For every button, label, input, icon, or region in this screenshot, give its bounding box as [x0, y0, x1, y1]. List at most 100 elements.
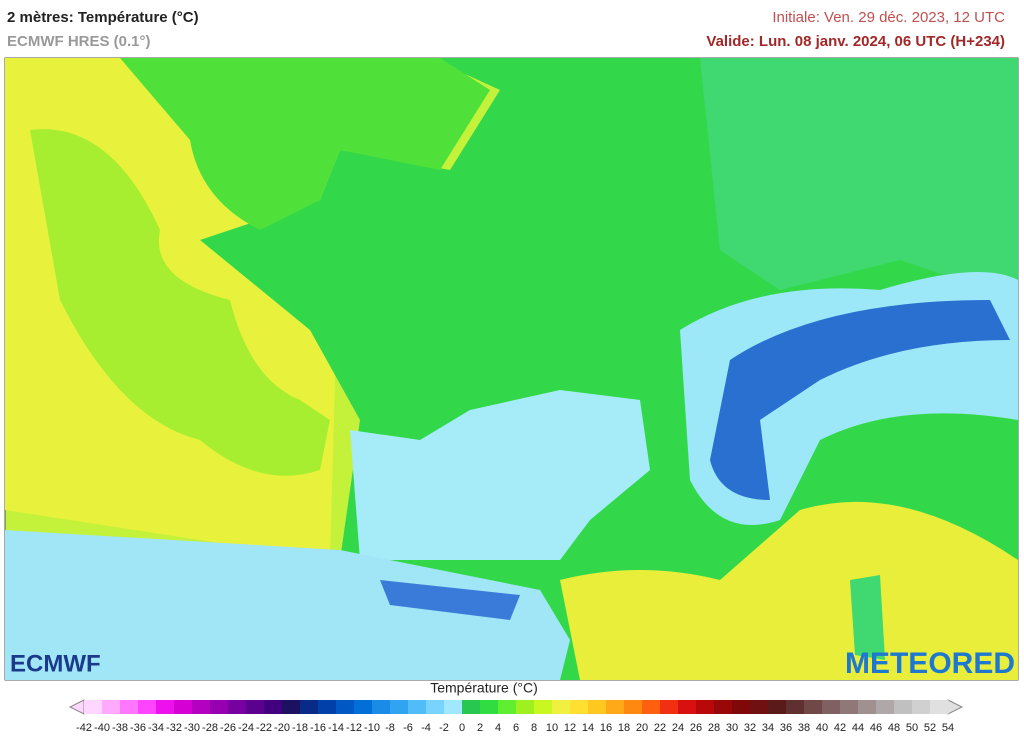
colorbar-swatch	[714, 700, 733, 714]
colorbar-tick-label: -26	[220, 722, 236, 734]
colorbar-swatch	[462, 700, 481, 714]
colorbar-swatch	[156, 700, 175, 714]
colorbar-tick-label: -36	[130, 722, 146, 734]
colorbar-tick-label: -4	[421, 722, 431, 734]
colorbar-swatch	[246, 700, 265, 714]
colorbar-swatch	[138, 700, 157, 714]
colorbar-swatch	[480, 700, 499, 714]
colorbar-swatch	[786, 700, 805, 714]
initial-time: Initiale: Ven. 29 déc. 2023, 12 UTC	[772, 9, 1005, 26]
colorbar-swatch	[120, 700, 139, 714]
colorbar-swatch	[570, 700, 589, 714]
colorbar-swatch	[696, 700, 715, 714]
colorbar-low-end	[68, 699, 85, 715]
colorbar-tick-label: 12	[564, 722, 576, 734]
colorbar-tick-label: -8	[385, 722, 395, 734]
pyrenees	[380, 580, 520, 620]
colorbar-tick-label: -28	[202, 722, 218, 734]
colorbar-swatch	[588, 700, 607, 714]
colorbar-tick-label: -32	[166, 722, 182, 734]
colorbar-tick-label: -34	[148, 722, 164, 734]
colorbar-tick-label: 2	[477, 722, 483, 734]
colorbar-swatch	[408, 700, 427, 714]
colorbar-tick-label: 38	[798, 722, 810, 734]
colorbar-swatch	[552, 700, 571, 714]
map: ECMWF METEORED	[4, 57, 1019, 681]
legend-title: Température (°C)	[430, 680, 538, 696]
ecmwf-logo: ECMWF	[10, 650, 101, 677]
alps-very-cold	[710, 300, 1010, 500]
title: 2 mètres: Température (°C)	[7, 9, 199, 26]
colorbar-tick-label: 4	[495, 722, 501, 734]
colorbar-tick-label: -6	[403, 722, 413, 734]
colorbar-tick-label: 44	[852, 722, 864, 734]
colorbar-swatch	[498, 700, 517, 714]
colorbar-tick-label: 16	[600, 722, 612, 734]
colorbar-tick-label: -42	[76, 722, 92, 734]
colorbar-swatch	[282, 700, 301, 714]
colorbar-tick-label: 28	[708, 722, 720, 734]
colorbar-swatch	[318, 700, 337, 714]
channel	[120, 58, 490, 230]
colorbar-swatch	[876, 700, 895, 714]
mediterranean	[560, 501, 1018, 680]
colorbar-swatch	[732, 700, 751, 714]
colorbar-tick-label: -22	[256, 722, 272, 734]
colorbar-tick-label: 36	[780, 722, 792, 734]
colorbar-swatch	[750, 700, 769, 714]
colorbar-tick-label: 46	[870, 722, 882, 734]
colorbar-swatch	[102, 700, 121, 714]
colorbar-swatch	[768, 700, 787, 714]
colorbar-high-end	[947, 699, 964, 715]
colorbar-swatch	[912, 700, 931, 714]
colorbar-tick-label: 0	[459, 722, 465, 734]
colorbar-tick-label: -2	[439, 722, 449, 734]
colorbar-swatch	[300, 700, 319, 714]
colorbar-swatch	[192, 700, 211, 714]
colorbar-tick-label: 26	[690, 722, 702, 734]
colorbar-tick-label: 34	[762, 722, 774, 734]
colorbar-tick-label: -12	[346, 722, 362, 734]
colorbar-swatch	[354, 700, 373, 714]
colorbar-swatch	[84, 700, 103, 714]
colorbar-swatch	[264, 700, 283, 714]
southwest-cold	[350, 390, 650, 560]
colorbar-swatch	[894, 700, 913, 714]
colorbar-tick-label: 6	[513, 722, 519, 734]
colorbar-swatch	[372, 700, 391, 714]
colorbar-tick-label: 54	[942, 722, 954, 734]
colorbar-swatch	[210, 700, 229, 714]
colorbar: -42 -40 -38 -36 -34 -32 -30 -28 -26 -24 -22 -20 -18-…	[68, 699, 964, 734]
colorbar-swatch	[606, 700, 625, 714]
spain	[5, 530, 570, 680]
colorbar-tick-label: -30	[184, 722, 200, 734]
colorbar-swatch	[336, 700, 355, 714]
colorbar-swatch	[660, 700, 679, 714]
colorbar-tick-label: 32	[744, 722, 756, 734]
colorbar-swatch	[228, 700, 247, 714]
colorbar-swatch	[534, 700, 553, 714]
atlantic-warm	[30, 129, 330, 476]
colorbar-tick-label: 42	[834, 722, 846, 734]
colorbar-swatch	[804, 700, 823, 714]
colorbar-tick-label: -38	[112, 722, 128, 734]
colorbar-swatch	[624, 700, 643, 714]
colorbar-tick-label: 22	[654, 722, 666, 734]
colorbar-tick-label: 50	[906, 722, 918, 734]
colorbar-tick-label: 10	[546, 722, 558, 734]
colorbar-tick-label: -20	[274, 722, 290, 734]
valid-time: Valide: Lun. 08 janv. 2024, 06 UTC (H+23…	[706, 33, 1005, 50]
colorbar-swatch	[678, 700, 697, 714]
colorbar-swatch	[858, 700, 877, 714]
colorbar-swatch	[516, 700, 535, 714]
colorbar-tick-label: 52	[924, 722, 936, 734]
colorbar-tick-label: 14	[582, 722, 594, 734]
colorbar-tick-label: 48	[888, 722, 900, 734]
colorbar-tick-label: -10	[364, 722, 380, 734]
colorbar-swatch	[390, 700, 409, 714]
colorbar-tick-label: 40	[816, 722, 828, 734]
meteored-logo: METEORED	[845, 647, 1015, 680]
colorbar-swatch	[822, 700, 841, 714]
model: ECMWF HRES (0.1°)	[7, 33, 151, 50]
